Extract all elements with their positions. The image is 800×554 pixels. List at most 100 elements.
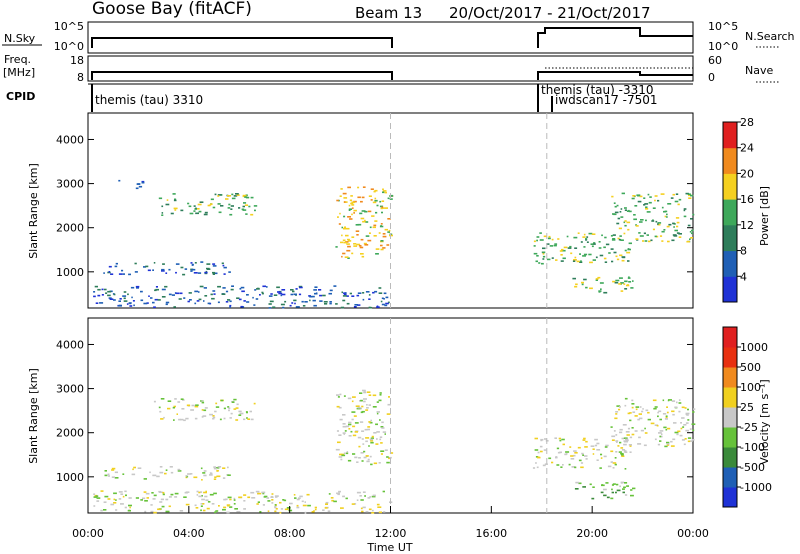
- power-echo-cell: [369, 232, 371, 234]
- velocity-echo-cell: [560, 466, 563, 468]
- velocity-echo-cell: [599, 467, 602, 469]
- velocity-echo-cell: [389, 452, 394, 454]
- velocity-echo-cell: [203, 409, 207, 412]
- velocity-echo-cell: [178, 418, 181, 421]
- velocity-echo-cell: [174, 492, 179, 495]
- velocity-echo-cell: [584, 455, 588, 457]
- power-echo-cell: [183, 297, 186, 299]
- power-echo-cell: [153, 306, 156, 308]
- velocity-echo-cell: [200, 503, 204, 505]
- velocity-echo-cell: [228, 407, 231, 410]
- velocity-echo-cell: [604, 446, 608, 448]
- power-echo-cell: [539, 232, 542, 234]
- power-echo-cell: [382, 188, 384, 191]
- velocity-echo-cell: [366, 404, 368, 406]
- power-echo-cell: [246, 294, 249, 296]
- velocity-echo-cell: [351, 418, 354, 421]
- power-echo-cell: [164, 285, 168, 288]
- velocity-echo-cell: [635, 408, 638, 411]
- power-echo-cell: [193, 205, 196, 207]
- velocity-echo-cell: [358, 445, 361, 448]
- power-echo-cell: [624, 220, 627, 222]
- velocity-echo-cell: [167, 407, 171, 410]
- power-echo-cell: [136, 287, 139, 289]
- power-echo-cell: [631, 197, 635, 200]
- velocity-echo-cell: [680, 422, 682, 424]
- power-echo-cell: [367, 210, 372, 213]
- power-echo-cell: [165, 301, 170, 304]
- power-echo-cell: [659, 235, 663, 237]
- velocity-echo-cell: [542, 464, 546, 467]
- velocity-echo-cell: [635, 406, 640, 408]
- power-echo-cell: [189, 212, 194, 215]
- power-echo-cell: [358, 245, 362, 247]
- power-echo-cell: [384, 207, 388, 209]
- power-echo-cell: [600, 288, 602, 290]
- power-echo-cell: [244, 204, 248, 206]
- velocity-echo-cell: [674, 431, 679, 434]
- power-echo-cell: [152, 301, 155, 304]
- power-echo-cell: [616, 258, 620, 261]
- velocity-echo-cell: [194, 417, 198, 420]
- power-echo-cell: [675, 193, 679, 195]
- power-echo-cell: [118, 179, 121, 182]
- power-echo-cell: [130, 286, 135, 289]
- power-echo-cell: [212, 263, 216, 265]
- velocity-echo-cell: [246, 417, 248, 419]
- velocity-echo-cell: [367, 428, 370, 431]
- station-title: Goose Bay (fitACF): [92, 0, 252, 19]
- velocity-echo-cell: [213, 478, 217, 480]
- power-echo-cell: [118, 273, 123, 275]
- velocity-echo-cell: [659, 418, 662, 421]
- velocity-echo-cell: [621, 449, 626, 451]
- velocity-echo-cell: [201, 479, 203, 481]
- velocity-echo-cell: [380, 426, 384, 428]
- power-echo-cell: [639, 221, 643, 223]
- power-echo-cell: [350, 202, 354, 205]
- power-echo-cell: [354, 304, 358, 306]
- power-echo-cell: [291, 302, 294, 304]
- velocity-echo-cell: [363, 450, 366, 453]
- power-echo-cell: [598, 247, 602, 249]
- power-echo-cell: [364, 219, 366, 222]
- power-colorbar-segment: [723, 122, 737, 149]
- velocity-echo-cell: [96, 500, 100, 502]
- velocity-colorbar-segment: [723, 347, 737, 368]
- velocity-echo-cell: [247, 496, 251, 499]
- velocity-colorbar-segment: [723, 407, 737, 428]
- velocity-echo-cell: [539, 450, 543, 453]
- power-echo-cell: [604, 261, 608, 263]
- velocity-echo-cell: [96, 497, 101, 499]
- power-echo-cell: [654, 235, 657, 238]
- velocity-echo-cell: [172, 406, 175, 409]
- velocity-echo-cell: [124, 490, 127, 493]
- velocity-echo-cell: [347, 397, 352, 400]
- velocity-echo-cell: [220, 399, 224, 402]
- power-echo-cell: [276, 286, 280, 289]
- velocity-echo-cell: [353, 503, 357, 505]
- nave-tick-bottom: 0: [708, 71, 715, 84]
- power-echo-cell: [328, 292, 332, 295]
- velocity-echo-cell: [363, 400, 366, 403]
- velocity-echo-cell: [168, 505, 171, 508]
- power-echo-cell: [654, 199, 656, 202]
- power-echo-cell: [342, 239, 346, 242]
- velocity-echo-cell: [227, 466, 229, 469]
- velocity-echo-cell: [215, 467, 220, 469]
- velocity-echo-cell: [158, 406, 161, 409]
- power-echo-cell: [242, 205, 245, 208]
- power-echo-cell: [335, 303, 338, 305]
- power-echo-cell: [628, 242, 632, 245]
- velocity-echo-cell: [580, 462, 584, 464]
- velocity-echo-cell: [227, 474, 231, 476]
- power-echo-cell: [588, 253, 592, 256]
- velocity-echo-cell: [568, 463, 571, 466]
- power-echo-cell: [189, 299, 192, 301]
- velocity-echo-cell: [591, 497, 595, 500]
- power-echo-cell: [329, 302, 332, 305]
- power-echo-cell: [374, 290, 378, 293]
- power-echo-cell: [357, 196, 361, 199]
- power-echo-cell: [624, 207, 627, 209]
- nsearch-tick-bottom: 10^0: [708, 40, 738, 53]
- velocity-echo-cell: [611, 435, 616, 438]
